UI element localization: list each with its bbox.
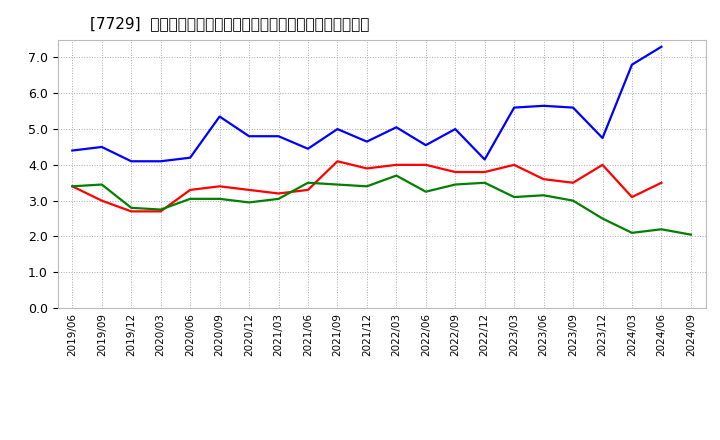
- 買入債務回転率: [598, 136, 607, 141]
- 在庫回転率: [392, 173, 400, 178]
- 売上債権回転率: [598, 162, 607, 168]
- 売上債権回転率: [451, 169, 459, 175]
- 売上債権回転率: [510, 162, 518, 168]
- Text: [7729]  売上債権回転率、買入債務回転率、在庫回転率の推移: [7729] 売上債権回転率、買入債務回転率、在庫回転率の推移: [90, 16, 369, 32]
- 売上債権回転率: [539, 176, 548, 182]
- 売上債権回転率: [363, 166, 372, 171]
- 在庫回転率: [598, 216, 607, 221]
- 売上債権回転率: [68, 183, 76, 189]
- 在庫回転率: [304, 180, 312, 185]
- 買入債務回転率: [215, 114, 224, 119]
- 買入債務回転率: [539, 103, 548, 108]
- 買入債務回転率: [628, 62, 636, 67]
- 在庫回転率: [215, 196, 224, 202]
- 買入債務回転率: [97, 144, 106, 150]
- 買入債務回転率: [186, 155, 194, 160]
- 在庫回転率: [333, 182, 342, 187]
- 買入債務回転率: [451, 126, 459, 132]
- 買入債務回転率: [127, 159, 135, 164]
- 売上債権回転率: [480, 169, 489, 175]
- 買入債務回転率: [657, 44, 666, 49]
- 買入債務回転率: [363, 139, 372, 144]
- Line: 売上債権回転率: 売上債権回転率: [72, 161, 662, 211]
- 買入債務回転率: [421, 143, 430, 148]
- 売上債権回転率: [186, 187, 194, 193]
- 在庫回転率: [687, 232, 696, 237]
- 売上債権回転率: [97, 198, 106, 203]
- 買入債務回転率: [274, 134, 283, 139]
- 在庫回転率: [421, 189, 430, 194]
- 在庫回転率: [245, 200, 253, 205]
- 在庫回転率: [569, 198, 577, 203]
- 売上債権回転率: [333, 159, 342, 164]
- 在庫回転率: [539, 193, 548, 198]
- 売上債権回転率: [304, 187, 312, 193]
- Legend: 売上債権回転率, 買入債務回転率, 在庫回転率: 売上債権回転率, 買入債務回転率, 在庫回転率: [222, 435, 541, 440]
- 買入債務回転率: [68, 148, 76, 153]
- 買入債務回転率: [333, 126, 342, 132]
- 買入債務回転率: [245, 134, 253, 139]
- 在庫回転率: [68, 183, 76, 189]
- 売上債権回転率: [392, 162, 400, 168]
- 買入債務回転率: [392, 125, 400, 130]
- 在庫回転率: [363, 183, 372, 189]
- 在庫回転率: [628, 230, 636, 235]
- 売上債権回転率: [156, 209, 165, 214]
- 在庫回転率: [480, 180, 489, 185]
- 売上債権回転率: [127, 209, 135, 214]
- 売上債権回転率: [657, 180, 666, 185]
- 在庫回転率: [510, 194, 518, 200]
- 買入債務回転率: [569, 105, 577, 110]
- 売上債権回転率: [245, 187, 253, 193]
- Line: 買入債務回転率: 買入債務回転率: [72, 47, 662, 161]
- 在庫回転率: [127, 205, 135, 210]
- 買入債務回転率: [156, 159, 165, 164]
- 在庫回転率: [274, 196, 283, 202]
- 買入債務回転率: [510, 105, 518, 110]
- 売上債権回転率: [628, 194, 636, 200]
- 買入債務回転率: [304, 146, 312, 151]
- 買入債務回転率: [480, 157, 489, 162]
- 在庫回転率: [451, 182, 459, 187]
- 在庫回転率: [156, 207, 165, 212]
- 在庫回転率: [97, 182, 106, 187]
- 売上債権回転率: [274, 191, 283, 196]
- 売上債権回転率: [569, 180, 577, 185]
- Line: 在庫回転率: 在庫回転率: [72, 176, 691, 235]
- 売上債権回転率: [421, 162, 430, 168]
- 在庫回転率: [657, 227, 666, 232]
- 在庫回転率: [186, 196, 194, 202]
- 売上債権回転率: [215, 183, 224, 189]
